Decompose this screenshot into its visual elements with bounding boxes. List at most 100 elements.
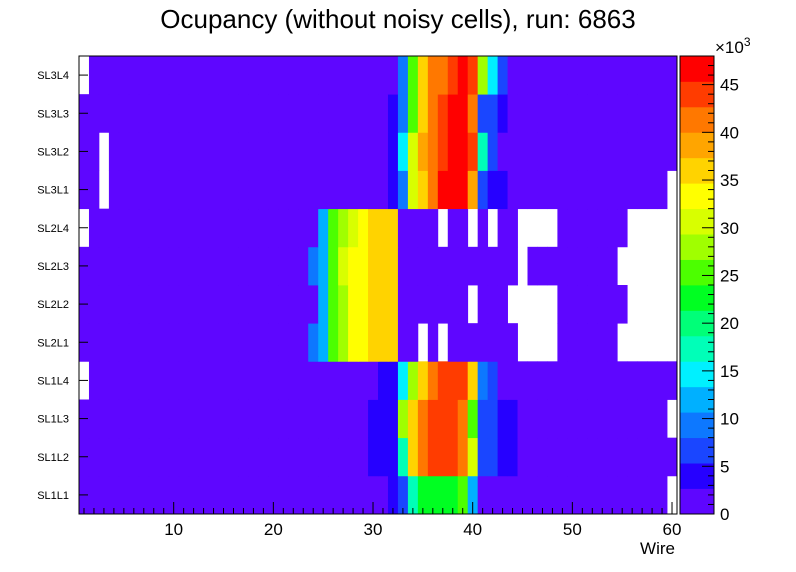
heatmap-cell <box>98 56 110 95</box>
heatmap-cell <box>108 94 120 133</box>
heatmap-cell <box>188 323 199 362</box>
heatmap-cell <box>338 132 349 171</box>
heatmap-cell <box>487 437 498 477</box>
heatmap-cell <box>198 399 209 439</box>
heatmap-cell <box>218 208 229 248</box>
heatmap-cell <box>228 323 239 362</box>
heatmap-cell <box>148 208 160 248</box>
heatmap-cell <box>517 132 528 171</box>
x-axis-label: Wire <box>640 539 675 558</box>
heatmap-cell <box>348 437 359 477</box>
heatmap-cell <box>368 361 379 400</box>
heatmap-cell <box>467 132 479 171</box>
heatmap-cell <box>298 208 309 248</box>
heatmap-cell <box>288 170 299 210</box>
heatmap-cell <box>238 208 249 248</box>
heatmap-cell <box>527 361 538 400</box>
heatmap-cell <box>507 132 518 171</box>
heatmap-cell <box>178 170 190 210</box>
heatmap-cell <box>667 437 678 477</box>
heatmap-cell <box>497 437 508 477</box>
heatmap-cell <box>288 475 299 515</box>
heatmap-cell <box>587 246 598 286</box>
heatmap-cell <box>138 208 150 248</box>
heatmap-cell <box>168 132 180 171</box>
heatmap-cell <box>507 94 518 133</box>
heatmap-cell <box>378 208 389 248</box>
heatmap-cell <box>607 361 618 400</box>
heatmap-cell <box>98 323 110 362</box>
heatmap-cell <box>537 399 548 439</box>
heatmap-cell <box>278 285 289 324</box>
heatmap-cell <box>417 56 429 95</box>
heatmap-cell <box>477 132 489 171</box>
heatmap-cell <box>308 437 319 477</box>
heatmap-cell <box>178 56 190 95</box>
heatmap-cell <box>338 361 349 400</box>
colorbar-swatch <box>680 132 714 159</box>
colorbar-tick-label: 40 <box>720 123 739 142</box>
heatmap-cell <box>328 323 339 362</box>
heatmap-cell <box>457 56 469 95</box>
heatmap-cell <box>477 94 489 133</box>
heatmap-cell <box>607 285 618 324</box>
heatmap-cell <box>258 170 269 210</box>
heatmap-cell <box>128 56 140 95</box>
heatmap-cell <box>467 361 479 400</box>
heatmap-cell <box>158 170 170 210</box>
heatmap-cell <box>138 246 150 286</box>
heatmap-cell <box>447 285 459 324</box>
heatmap-cell <box>248 94 259 133</box>
heatmap-cell <box>108 56 120 95</box>
heatmap-cell <box>178 208 190 248</box>
heatmap-cell <box>547 399 558 439</box>
heatmap-cell <box>607 170 618 210</box>
heatmap-cell <box>497 246 508 286</box>
heatmap-cell <box>208 361 219 400</box>
heatmap-cell <box>358 94 369 133</box>
heatmap-cell <box>358 475 369 515</box>
heatmap-cell <box>258 208 269 248</box>
heatmap-cell <box>128 475 140 515</box>
heatmap-cell <box>397 285 409 324</box>
heatmap-cell <box>338 285 349 324</box>
heatmap-cell <box>308 323 319 362</box>
heatmap-cell <box>467 246 479 286</box>
heatmap-cell <box>278 170 289 210</box>
heatmap-cell <box>407 285 419 324</box>
x-tick-label: 30 <box>364 520 383 539</box>
heatmap-cell <box>577 323 588 362</box>
heatmap-cell <box>547 475 558 515</box>
heatmap-cell <box>108 475 120 515</box>
heatmap-cell <box>477 285 489 324</box>
heatmap-cell <box>118 170 130 210</box>
heatmap-cell <box>238 399 249 439</box>
heatmap-cell <box>128 285 140 324</box>
heatmap-cell <box>258 399 269 439</box>
heatmap-cell <box>348 475 359 515</box>
heatmap-cell <box>547 132 558 171</box>
heatmap-cell <box>118 208 130 248</box>
heatmap-cell <box>457 475 469 515</box>
y-tick-label: SL3L3 <box>37 108 69 120</box>
heatmap-cell <box>128 132 140 171</box>
heatmap-cell <box>407 246 419 286</box>
heatmap-cell <box>487 399 498 439</box>
heatmap-cell <box>318 285 329 324</box>
colorbar-exponent-base: ×10 <box>715 38 744 57</box>
heatmap-cell <box>278 361 289 400</box>
heatmap-cell <box>587 208 598 248</box>
heatmap-cell <box>647 132 658 171</box>
heatmap-cell <box>447 170 459 210</box>
heatmap-cell <box>567 208 578 248</box>
heatmap-cell <box>617 475 628 515</box>
heatmap-cell <box>567 132 578 171</box>
heatmap-cell <box>657 170 668 210</box>
heatmap-cell <box>637 170 648 210</box>
heatmap-cell <box>218 246 229 286</box>
heatmap-cell <box>298 475 309 515</box>
heatmap-cell <box>328 170 339 210</box>
heatmap-cell <box>318 246 329 286</box>
heatmap-cell <box>158 399 170 439</box>
heatmap-cell <box>328 437 339 477</box>
